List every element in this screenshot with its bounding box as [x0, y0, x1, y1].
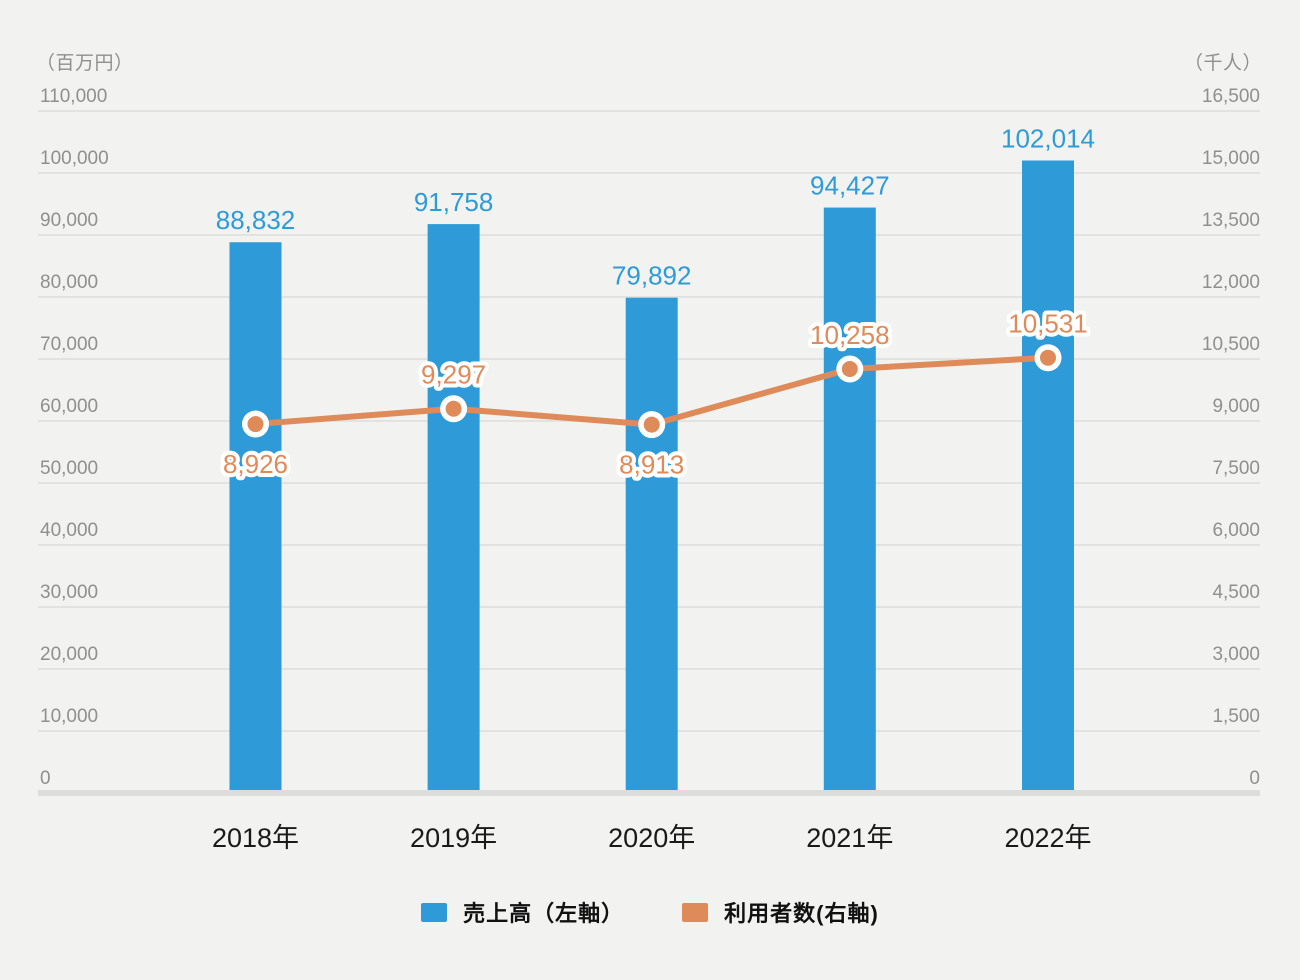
line-value-label: 8,926: [223, 449, 288, 479]
line-marker: [1040, 349, 1056, 366]
right-axis-tick-label: 6,000: [1212, 520, 1260, 541]
left-axis-tick-label: 30,000: [40, 582, 98, 603]
left-axis-tick-label: 70,000: [40, 334, 98, 355]
right-axis-tick-label: 1,500: [1212, 706, 1260, 727]
bar-2022年: [1022, 160, 1074, 794]
right-axis-tick-label: 9,000: [1212, 396, 1260, 417]
right-axis-tick-label: 3,000: [1212, 644, 1260, 665]
sales-series-label: 売上高（左軸）: [463, 901, 625, 926]
chart-svg: 0 0 10,000 1,500 20,000 3,000 30,000 4,500 40,00…: [38, 86, 1260, 853]
legend-item-users: 利用者数(右軸): [682, 896, 879, 928]
bar-2021年: [823, 207, 876, 793]
right-axis-tick-label: 13,500: [1202, 210, 1260, 231]
bar-2020年: [625, 297, 678, 793]
right-axis-tick-label: 4,500: [1212, 582, 1260, 603]
right-axis-tick-label: 7,500: [1212, 458, 1260, 479]
bar-value-label: 79,892: [612, 261, 692, 291]
right-axis-tick-label: 15,000: [1202, 148, 1260, 169]
users-series-label: 利用者数(右軸): [724, 901, 879, 926]
bar-value-label: 102,014: [1001, 124, 1095, 154]
left-axis-tick-label: 60,000: [40, 396, 98, 417]
x-axis-label-2021年: 2021年: [806, 823, 893, 853]
bar-value-label: 88,832: [216, 205, 296, 235]
bar-2019年: [427, 224, 480, 793]
line-marker: [643, 416, 660, 433]
right-axis-tick-label: 10,500: [1202, 334, 1260, 355]
line-value-label: 8,913: [619, 450, 684, 480]
right-axis-tick-label: 12,000: [1202, 272, 1260, 293]
left-axis-tick-label: 50,000: [40, 458, 98, 479]
sales-series-swatch-icon: [421, 902, 448, 922]
legend: 売上高（左軸） 利用者数(右軸): [0, 896, 1300, 928]
x-axis-label-2018年: 2018年: [212, 823, 299, 853]
right-axis-tick-label: 16,500: [1202, 86, 1260, 107]
left-axis-tick-label: 0: [40, 768, 51, 789]
x-axis-label-2019年: 2019年: [410, 823, 497, 853]
bar-value-label: 94,427: [810, 171, 890, 201]
bar-value-label: 91,758: [414, 187, 494, 217]
x-axis-label-2022年: 2022年: [1004, 823, 1091, 853]
left-axis-tick-label: 110,000: [40, 86, 107, 107]
right-axis-tick-label: 0: [1249, 768, 1260, 789]
legend-item-sales: 売上高（左軸）: [421, 896, 624, 928]
left-axis-tick-label: 10,000: [40, 706, 98, 727]
right-axis-unit-label: （千人）: [1183, 53, 1262, 74]
line-marker: [445, 400, 462, 417]
line-marker: [841, 361, 858, 378]
left-axis-tick-label: 40,000: [40, 520, 98, 541]
line-value-label: 10,258: [810, 320, 890, 350]
users-series-swatch-icon: [682, 902, 709, 922]
left-axis-tick-label: 100,000: [40, 148, 109, 169]
line-value-label: 9,297: [421, 360, 486, 390]
line-value-label: 10,531: [1008, 309, 1088, 339]
left-axis-unit-label: （百万円）: [36, 53, 134, 74]
x-axis-label-2020年: 2020年: [608, 823, 695, 853]
left-axis-tick-label: 80,000: [40, 272, 98, 293]
left-axis-tick-label: 90,000: [40, 210, 98, 231]
line-marker: [247, 416, 264, 433]
left-axis-tick-label: 20,000: [40, 644, 98, 665]
bar-2018年: [229, 242, 282, 794]
